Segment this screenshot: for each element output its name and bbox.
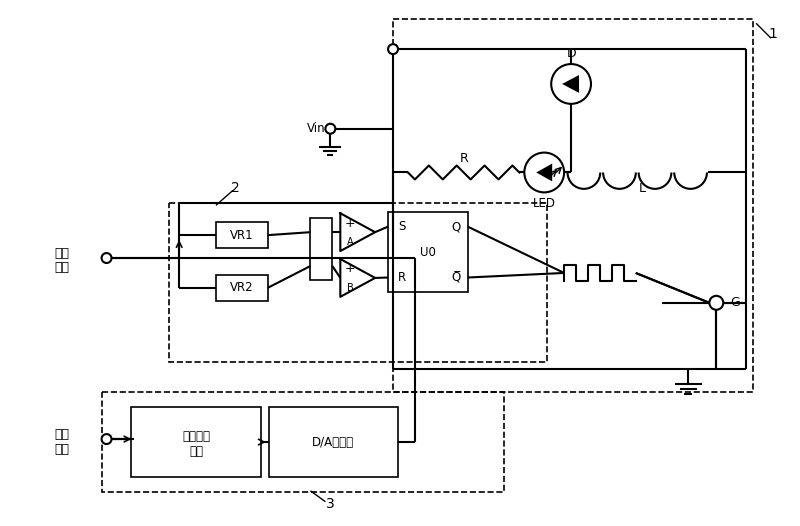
- Text: U0: U0: [420, 246, 436, 259]
- Text: LED: LED: [533, 197, 556, 210]
- Text: A: A: [347, 237, 354, 247]
- Text: Q: Q: [451, 220, 460, 233]
- Text: R: R: [398, 271, 406, 284]
- Bar: [170, 204, 547, 362]
- Text: 2: 2: [231, 181, 240, 195]
- Bar: [393, 19, 753, 392]
- Bar: [216, 275, 268, 301]
- Text: D: D: [566, 47, 576, 59]
- Text: B: B: [347, 283, 354, 293]
- Text: 数字: 数字: [54, 428, 70, 441]
- Text: Vin: Vin: [306, 122, 326, 135]
- Bar: [388, 213, 468, 292]
- Circle shape: [388, 44, 398, 54]
- Text: G: G: [730, 296, 740, 309]
- Polygon shape: [562, 75, 579, 93]
- Text: R: R: [459, 152, 468, 165]
- Text: 电路: 电路: [189, 444, 203, 458]
- Text: 3: 3: [326, 497, 334, 511]
- Polygon shape: [536, 164, 552, 181]
- Text: 调光: 调光: [54, 442, 70, 456]
- Circle shape: [710, 296, 723, 310]
- Bar: [216, 222, 268, 248]
- Text: 脉宽测量: 脉宽测量: [182, 430, 210, 442]
- Circle shape: [102, 253, 111, 263]
- Text: 模拟: 模拟: [54, 247, 70, 259]
- Text: D/A转换器: D/A转换器: [312, 436, 354, 449]
- Text: 1: 1: [768, 27, 777, 41]
- Circle shape: [551, 64, 591, 104]
- Circle shape: [524, 153, 564, 193]
- Bar: [310, 218, 332, 280]
- Bar: [269, 407, 398, 477]
- Text: S: S: [398, 220, 406, 233]
- Bar: [102, 392, 505, 492]
- Text: Q̅: Q̅: [451, 271, 460, 284]
- Text: +: +: [345, 217, 355, 230]
- Circle shape: [326, 124, 335, 134]
- Text: +: +: [345, 262, 355, 276]
- Text: 调光: 调光: [54, 261, 70, 275]
- Bar: [131, 407, 261, 477]
- Text: VR1: VR1: [230, 229, 254, 241]
- Text: L: L: [638, 182, 646, 195]
- Circle shape: [102, 434, 111, 444]
- Text: VR2: VR2: [230, 281, 254, 295]
